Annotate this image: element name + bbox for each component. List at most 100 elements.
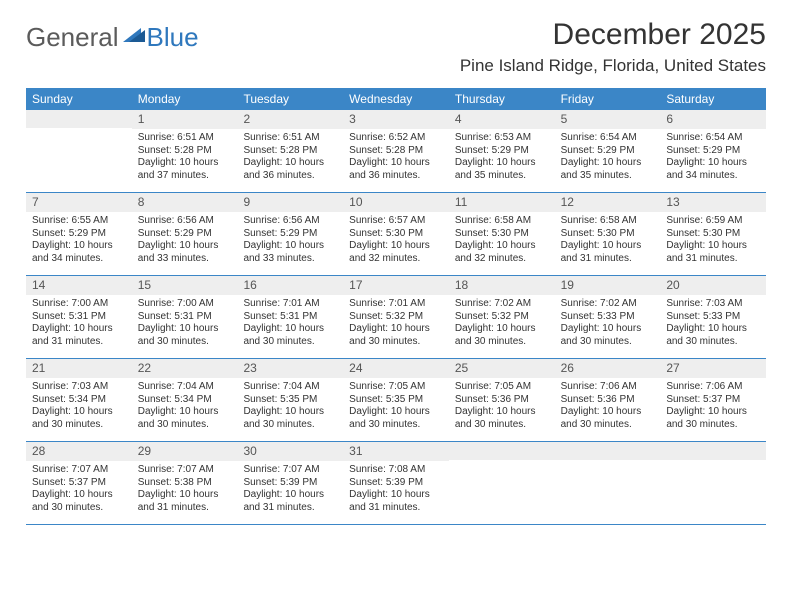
calendar-day: 4Sunrise: 6:53 AMSunset: 5:29 PMDaylight… <box>449 110 555 192</box>
calendar-day: 8Sunrise: 6:56 AMSunset: 5:29 PMDaylight… <box>132 193 238 275</box>
day-number: 7 <box>26 193 132 212</box>
sunset-text: Sunset: 5:31 PM <box>138 311 232 324</box>
calendar-day: 28Sunrise: 7:07 AMSunset: 5:37 PMDayligh… <box>26 442 132 524</box>
daylight-text: Daylight: 10 hours and 30 minutes. <box>138 406 232 431</box>
calendar-day: 15Sunrise: 7:00 AMSunset: 5:31 PMDayligh… <box>132 276 238 358</box>
day-number: 27 <box>660 359 766 378</box>
weekday-header: Thursday <box>449 88 555 110</box>
sunset-text: Sunset: 5:28 PM <box>349 145 443 158</box>
sunrise-text: Sunrise: 6:57 AM <box>349 215 443 228</box>
daylight-text: Daylight: 10 hours and 33 minutes. <box>243 240 337 265</box>
sunset-text: Sunset: 5:36 PM <box>561 394 655 407</box>
sunrise-text: Sunrise: 6:55 AM <box>32 215 126 228</box>
day-number: 31 <box>343 442 449 461</box>
sunrise-text: Sunrise: 6:51 AM <box>138 132 232 145</box>
day-body: Sunrise: 7:02 AMSunset: 5:32 PMDaylight:… <box>449 295 555 358</box>
weekday-header: Sunday <box>26 88 132 110</box>
daylight-text: Daylight: 10 hours and 30 minutes. <box>455 406 549 431</box>
daylight-text: Daylight: 10 hours and 30 minutes. <box>455 323 549 348</box>
day-body-empty <box>449 460 555 486</box>
sunrise-text: Sunrise: 7:01 AM <box>349 298 443 311</box>
sunrise-text: Sunrise: 6:58 AM <box>561 215 655 228</box>
daylight-text: Daylight: 10 hours and 30 minutes. <box>666 406 760 431</box>
sunrise-text: Sunrise: 7:06 AM <box>666 381 760 394</box>
day-number: 10 <box>343 193 449 212</box>
calendar-day <box>660 442 766 524</box>
sunrise-text: Sunrise: 6:56 AM <box>243 215 337 228</box>
sunset-text: Sunset: 5:35 PM <box>349 394 443 407</box>
sunset-text: Sunset: 5:33 PM <box>666 311 760 324</box>
sunrise-text: Sunrise: 7:04 AM <box>138 381 232 394</box>
daylight-text: Daylight: 10 hours and 35 minutes. <box>455 157 549 182</box>
day-body: Sunrise: 6:51 AMSunset: 5:28 PMDaylight:… <box>132 129 238 192</box>
day-number: 8 <box>132 193 238 212</box>
day-body: Sunrise: 7:02 AMSunset: 5:33 PMDaylight:… <box>555 295 661 358</box>
day-body: Sunrise: 6:51 AMSunset: 5:28 PMDaylight:… <box>237 129 343 192</box>
sunrise-text: Sunrise: 6:54 AM <box>561 132 655 145</box>
calendar-day <box>555 442 661 524</box>
logo-text-blue: Blue <box>147 22 199 53</box>
day-body: Sunrise: 7:00 AMSunset: 5:31 PMDaylight:… <box>132 295 238 358</box>
daylight-text: Daylight: 10 hours and 36 minutes. <box>243 157 337 182</box>
sunset-text: Sunset: 5:35 PM <box>243 394 337 407</box>
day-body: Sunrise: 7:07 AMSunset: 5:39 PMDaylight:… <box>237 461 343 524</box>
sunset-text: Sunset: 5:32 PM <box>455 311 549 324</box>
day-body: Sunrise: 7:01 AMSunset: 5:31 PMDaylight:… <box>237 295 343 358</box>
day-number: 3 <box>343 110 449 129</box>
day-body: Sunrise: 6:57 AMSunset: 5:30 PMDaylight:… <box>343 212 449 275</box>
calendar-week: 7Sunrise: 6:55 AMSunset: 5:29 PMDaylight… <box>26 193 766 276</box>
daylight-text: Daylight: 10 hours and 31 minutes. <box>243 489 337 514</box>
day-number: 21 <box>26 359 132 378</box>
day-body: Sunrise: 6:54 AMSunset: 5:29 PMDaylight:… <box>555 129 661 192</box>
sunrise-text: Sunrise: 7:02 AM <box>455 298 549 311</box>
weekday-header: Wednesday <box>343 88 449 110</box>
day-number: 16 <box>237 276 343 295</box>
day-number: 15 <box>132 276 238 295</box>
calendar-week: 28Sunrise: 7:07 AMSunset: 5:37 PMDayligh… <box>26 442 766 525</box>
location: Pine Island Ridge, Florida, United State… <box>460 56 766 76</box>
day-body: Sunrise: 6:52 AMSunset: 5:28 PMDaylight:… <box>343 129 449 192</box>
calendar-day: 3Sunrise: 6:52 AMSunset: 5:28 PMDaylight… <box>343 110 449 192</box>
calendar-day <box>26 110 132 192</box>
sunrise-text: Sunrise: 7:07 AM <box>243 464 337 477</box>
sunset-text: Sunset: 5:29 PM <box>138 228 232 241</box>
calendar-day: 14Sunrise: 7:00 AMSunset: 5:31 PMDayligh… <box>26 276 132 358</box>
calendar-week: 1Sunrise: 6:51 AMSunset: 5:28 PMDaylight… <box>26 110 766 193</box>
weekday-header: Monday <box>132 88 238 110</box>
daylight-text: Daylight: 10 hours and 30 minutes. <box>349 323 443 348</box>
sunset-text: Sunset: 5:29 PM <box>243 228 337 241</box>
calendar-day: 17Sunrise: 7:01 AMSunset: 5:32 PMDayligh… <box>343 276 449 358</box>
sunset-text: Sunset: 5:39 PM <box>243 477 337 490</box>
day-body: Sunrise: 7:07 AMSunset: 5:38 PMDaylight:… <box>132 461 238 524</box>
day-body: Sunrise: 7:04 AMSunset: 5:35 PMDaylight:… <box>237 378 343 441</box>
sunset-text: Sunset: 5:29 PM <box>666 145 760 158</box>
day-number: 20 <box>660 276 766 295</box>
day-body: Sunrise: 7:05 AMSunset: 5:36 PMDaylight:… <box>449 378 555 441</box>
sunset-text: Sunset: 5:30 PM <box>666 228 760 241</box>
calendar-day: 21Sunrise: 7:03 AMSunset: 5:34 PMDayligh… <box>26 359 132 441</box>
daylight-text: Daylight: 10 hours and 30 minutes. <box>561 323 655 348</box>
day-body-empty <box>660 460 766 486</box>
sunset-text: Sunset: 5:28 PM <box>243 145 337 158</box>
calendar-day: 12Sunrise: 6:58 AMSunset: 5:30 PMDayligh… <box>555 193 661 275</box>
sunset-text: Sunset: 5:36 PM <box>455 394 549 407</box>
sunrise-text: Sunrise: 7:00 AM <box>32 298 126 311</box>
day-body: Sunrise: 6:56 AMSunset: 5:29 PMDaylight:… <box>132 212 238 275</box>
sunrise-text: Sunrise: 6:56 AM <box>138 215 232 228</box>
sunrise-text: Sunrise: 7:08 AM <box>349 464 443 477</box>
calendar-day <box>449 442 555 524</box>
calendar-day: 29Sunrise: 7:07 AMSunset: 5:38 PMDayligh… <box>132 442 238 524</box>
sunset-text: Sunset: 5:30 PM <box>455 228 549 241</box>
daylight-text: Daylight: 10 hours and 31 minutes. <box>666 240 760 265</box>
day-number-empty <box>449 442 555 460</box>
sunset-text: Sunset: 5:29 PM <box>32 228 126 241</box>
sunset-text: Sunset: 5:34 PM <box>32 394 126 407</box>
day-number: 29 <box>132 442 238 461</box>
calendar-day: 7Sunrise: 6:55 AMSunset: 5:29 PMDaylight… <box>26 193 132 275</box>
daylight-text: Daylight: 10 hours and 31 minutes. <box>138 489 232 514</box>
sunset-text: Sunset: 5:30 PM <box>349 228 443 241</box>
day-number: 23 <box>237 359 343 378</box>
calendar-day: 22Sunrise: 7:04 AMSunset: 5:34 PMDayligh… <box>132 359 238 441</box>
daylight-text: Daylight: 10 hours and 30 minutes. <box>561 406 655 431</box>
calendar-day: 13Sunrise: 6:59 AMSunset: 5:30 PMDayligh… <box>660 193 766 275</box>
